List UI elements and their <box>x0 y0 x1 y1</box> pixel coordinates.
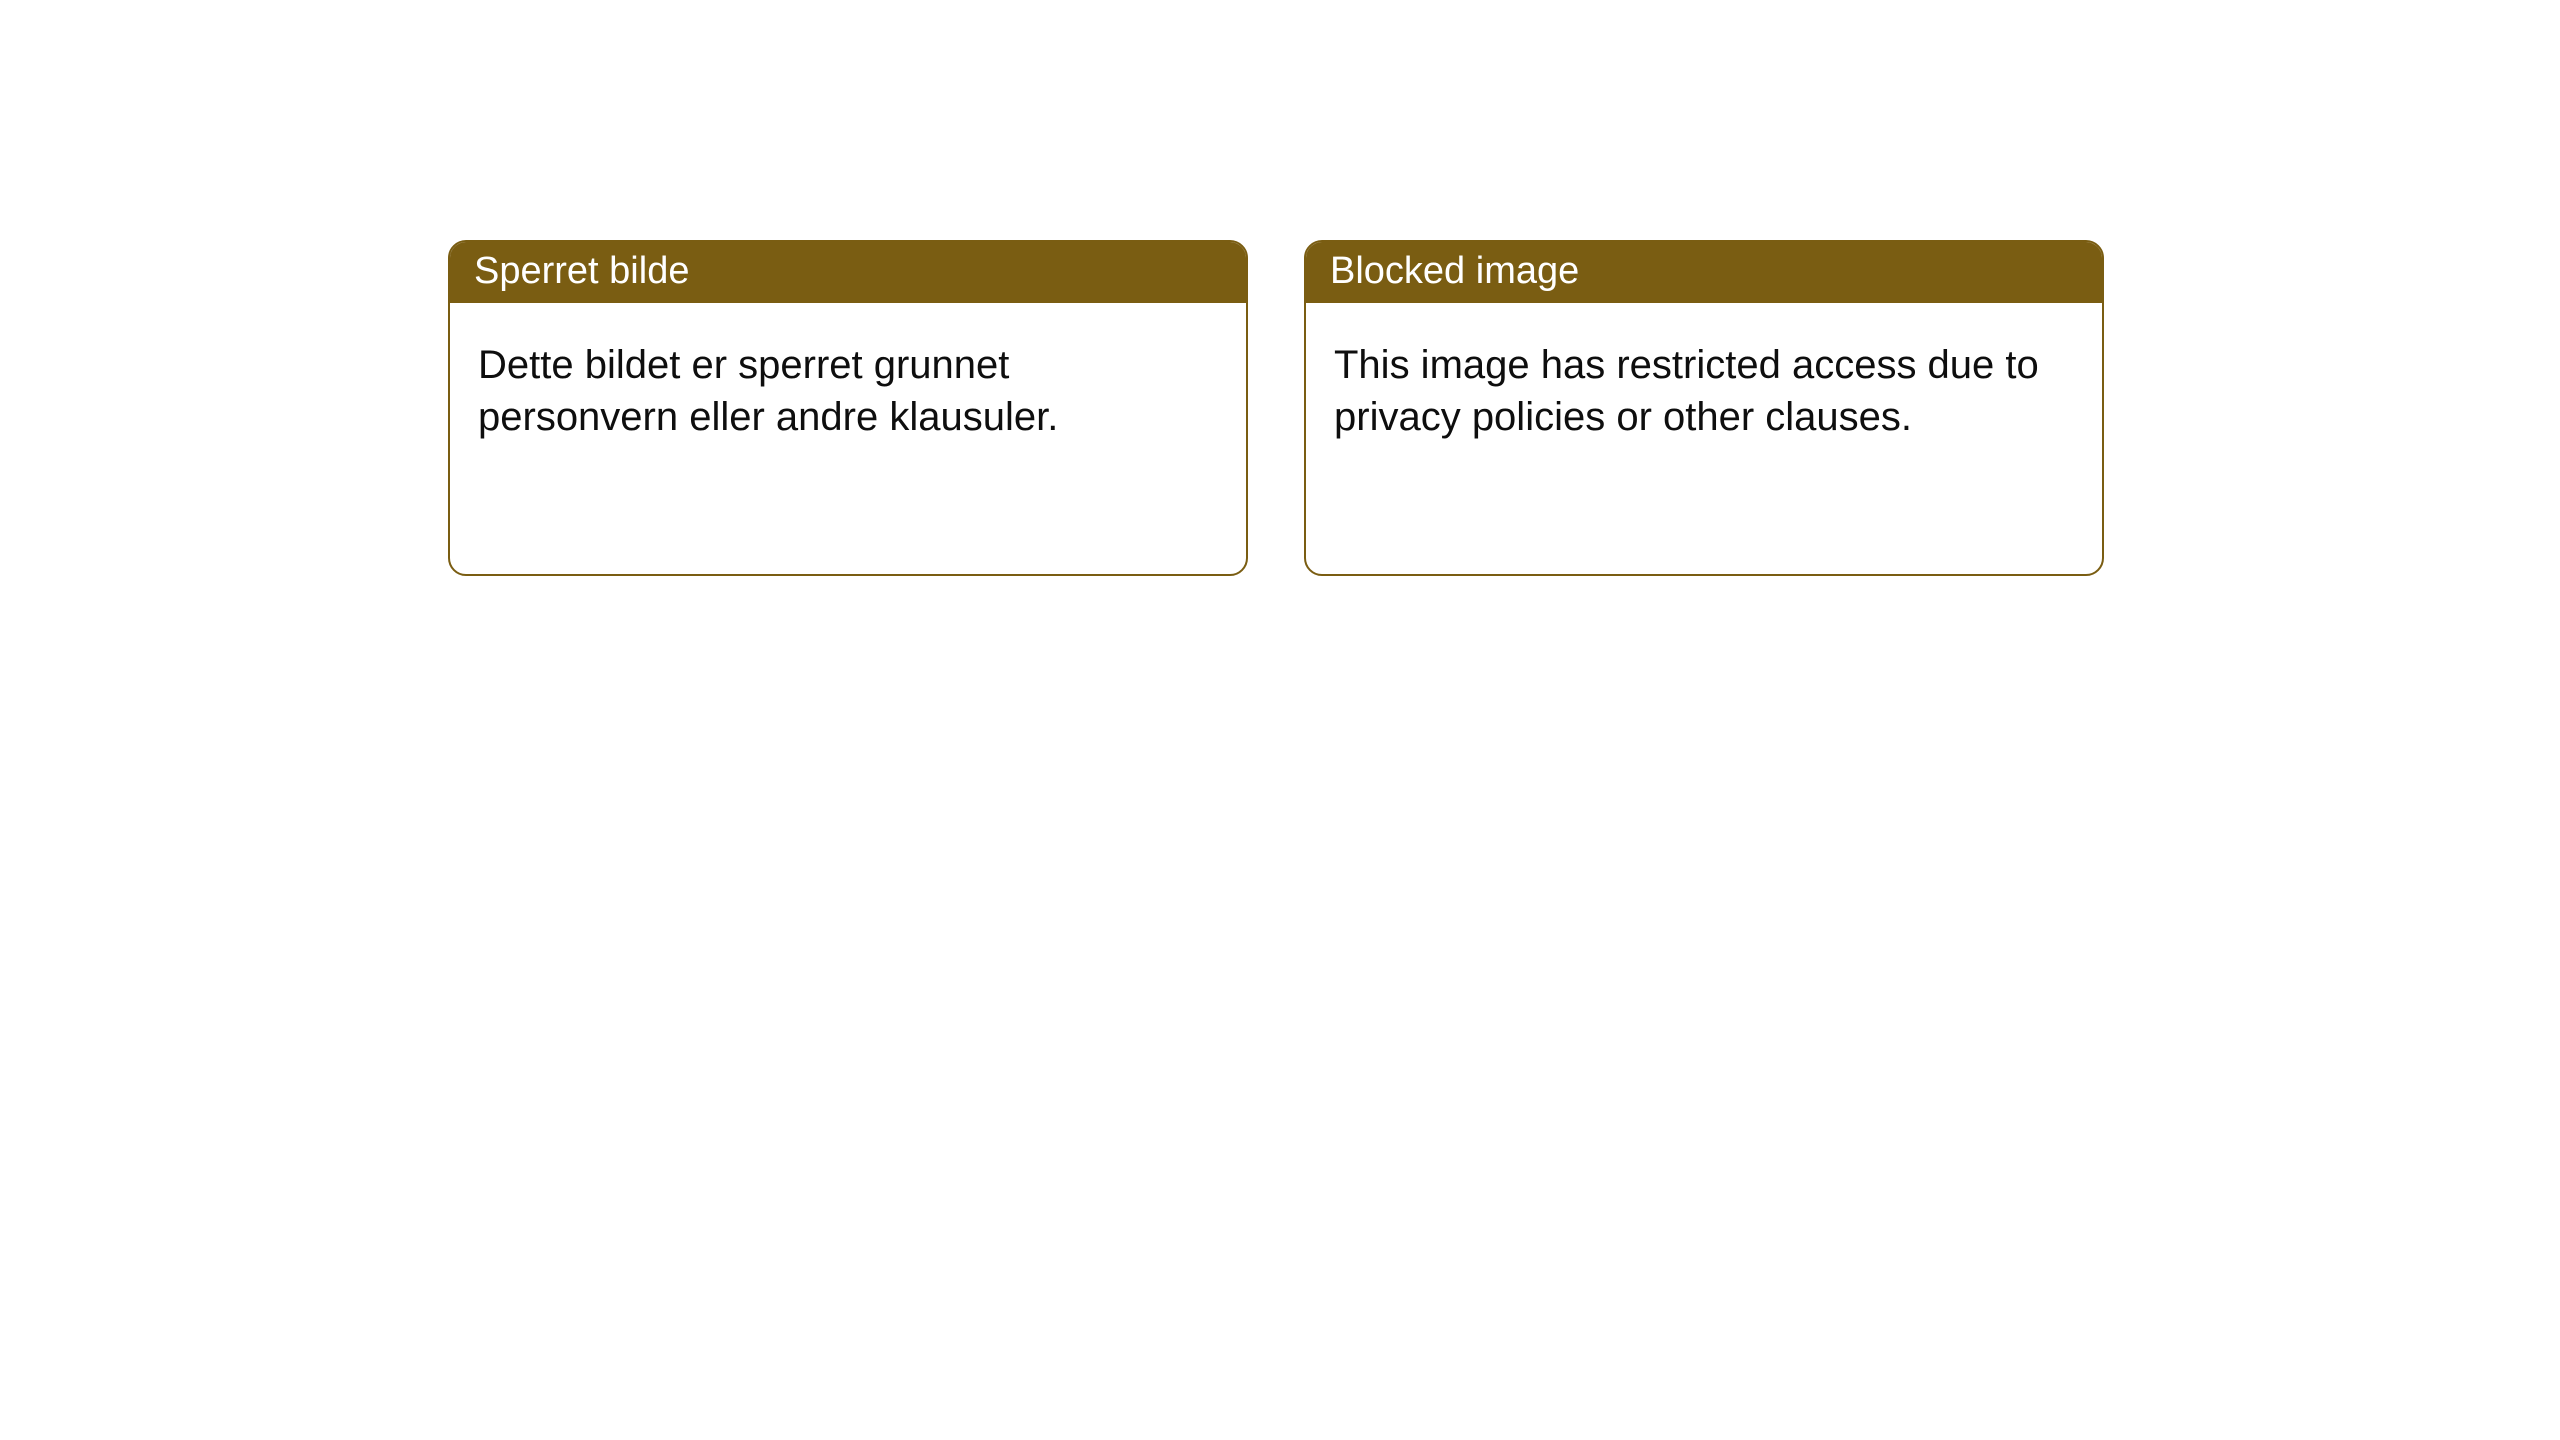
notice-body-no: Dette bildet er sperret grunnet personve… <box>450 303 1246 479</box>
notice-box-en: Blocked image This image has restricted … <box>1304 240 2104 576</box>
notice-box-no: Sperret bilde Dette bildet er sperret gr… <box>448 240 1248 576</box>
notice-container: Sperret bilde Dette bildet er sperret gr… <box>0 0 2560 576</box>
notice-header-en: Blocked image <box>1306 242 2102 303</box>
notice-header-no: Sperret bilde <box>450 242 1246 303</box>
notice-body-en: This image has restricted access due to … <box>1306 303 2102 479</box>
